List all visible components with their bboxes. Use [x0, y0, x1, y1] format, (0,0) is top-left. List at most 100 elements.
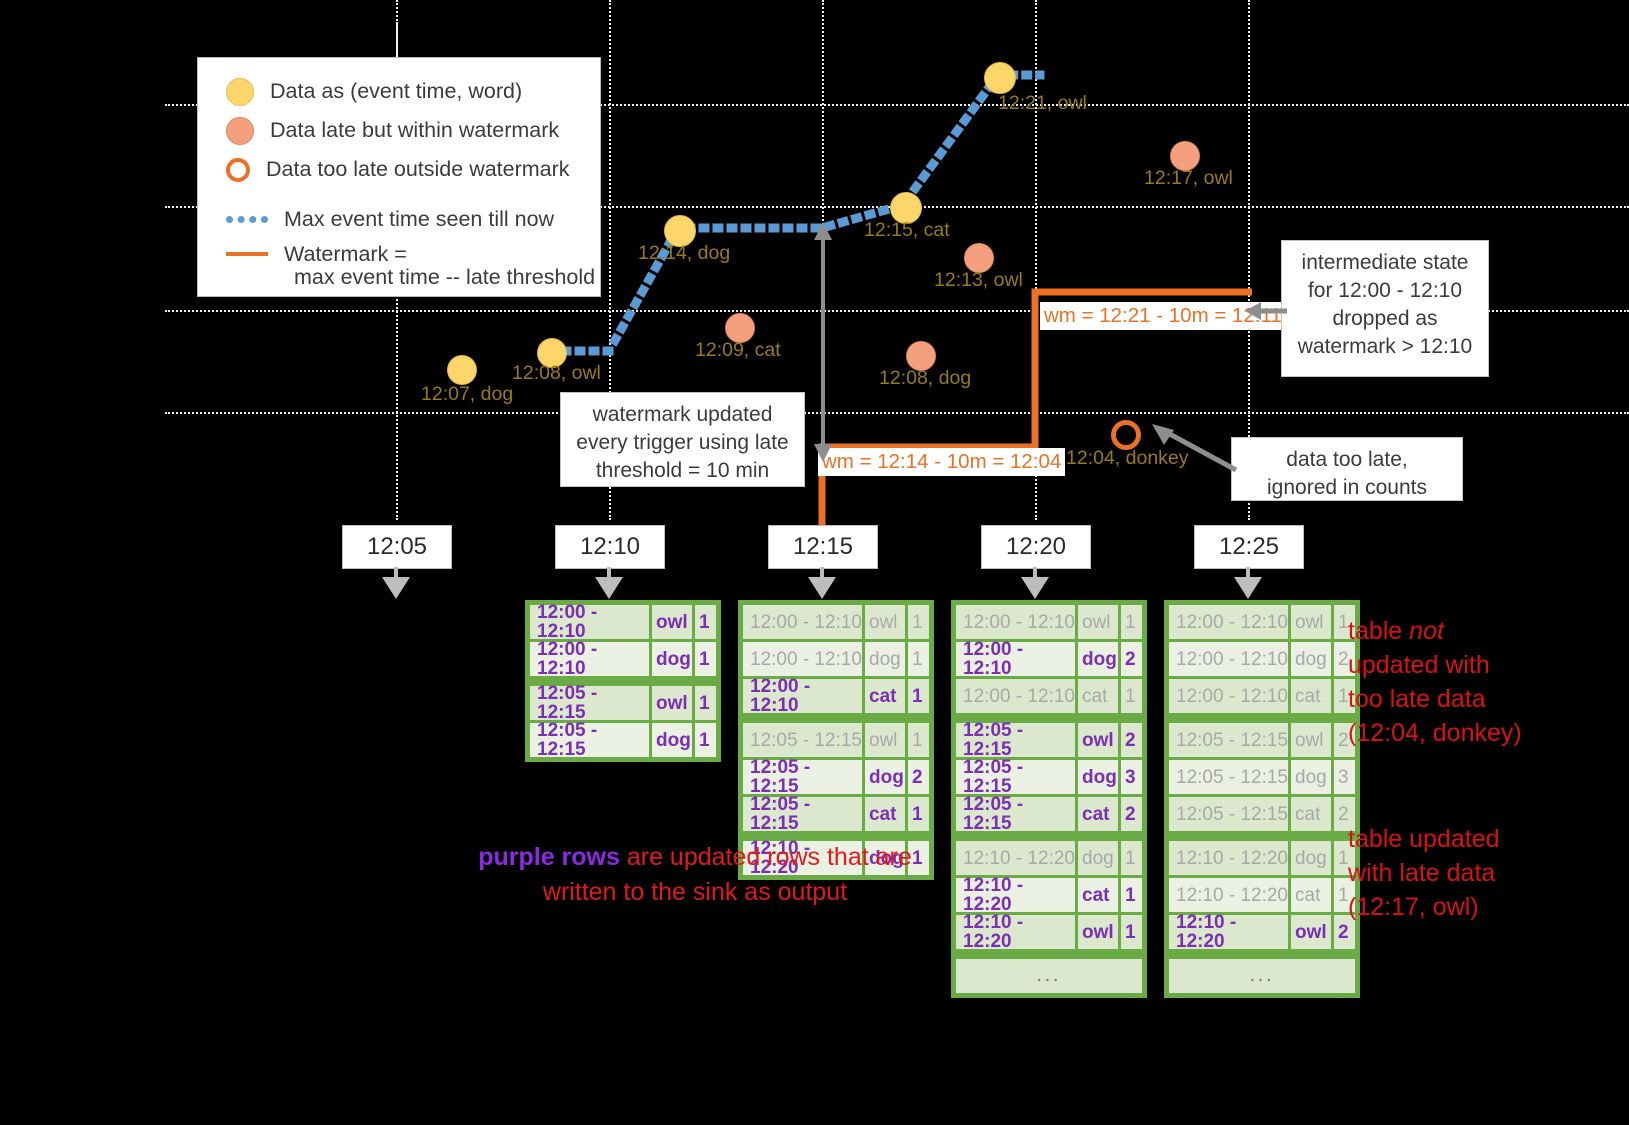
cell-count: 1	[908, 797, 929, 831]
cell-window: 12:10 - 12:20	[1169, 841, 1288, 875]
cell-window: 12:10 - 12:20	[956, 913, 1075, 951]
cell-window: 12:00 - 12:10	[1169, 605, 1288, 639]
legend-item-late: Data late but within watermark	[198, 111, 600, 150]
legend-label: Watermark =	[284, 241, 407, 266]
cell-word: owl	[652, 686, 692, 720]
cell-count: 1	[908, 679, 929, 713]
cell-count: 2	[1121, 642, 1142, 676]
table-group-separator	[743, 716, 929, 720]
table-row: 12:05 - 12:15 cat 2	[956, 795, 1142, 833]
cell-window: 12:10 - 12:20	[1169, 878, 1288, 912]
cell-window: 12:00 - 12:10	[956, 640, 1075, 678]
table-row: 12:10 - 12:20 dog 1	[743, 839, 929, 877]
table-row: 12:00 - 12:10 owl 1	[530, 603, 716, 641]
data-point-label: 12:17, owl	[1144, 167, 1233, 189]
data-point-label: 12:21, owl	[998, 92, 1087, 114]
table-row: 12:05 - 12:15 owl 2	[1169, 723, 1355, 757]
cell-window: 12:00 - 12:10	[1169, 679, 1288, 713]
table-row: 12:00 - 12:10 dog 1	[743, 642, 929, 676]
note-text-emphasis: not	[1409, 617, 1444, 645]
table-group-separator	[1169, 716, 1355, 720]
cell-count: 1	[1334, 605, 1355, 639]
trigger-time-12-10[interactable]: 12:10	[555, 525, 665, 569]
legend-label: Data as (event time, word)	[270, 79, 523, 103]
legend-label: Data too late outside watermark	[266, 157, 570, 181]
cell-count: 1	[695, 605, 716, 639]
data-point-yellow	[984, 62, 1016, 94]
trigger-time-12-05[interactable]: 12:05	[342, 525, 452, 569]
trigger-arrow	[1234, 567, 1262, 599]
cell-window: 12:05 - 12:15	[1169, 760, 1288, 794]
cell-window: 12:05 - 12:15	[530, 684, 649, 722]
trigger-arrow	[808, 567, 836, 599]
watermark-label: wm = 12:21 - 10m = 12:11	[1040, 302, 1286, 330]
table-row: 12:00 - 12:10 owl 1	[956, 605, 1142, 639]
cell-window: 12:05 - 12:15	[1169, 797, 1288, 831]
note-text-rest: updated with too late data (12:04, donke…	[1348, 651, 1522, 747]
trigger-time-12-25[interactable]: 12:25	[1194, 525, 1304, 569]
table-row: 12:05 - 12:15 owl 2	[956, 721, 1142, 759]
cell-window: 12:10 - 12:20	[956, 841, 1075, 875]
trigger-arrow	[382, 567, 410, 599]
cell-window: 12:05 - 12:15	[956, 795, 1075, 833]
callout-watermark-update: watermark updated every trigger using la…	[560, 392, 805, 487]
legend-label: Data late but within watermark	[270, 118, 560, 142]
cell-window: 12:10 - 12:20	[1169, 913, 1288, 951]
cell-window: 12:05 - 12:15	[743, 723, 862, 757]
data-point-label: 12:13, owl	[934, 269, 1023, 291]
trigger-time-12-20[interactable]: 12:20	[981, 525, 1091, 569]
trigger-arrow	[595, 567, 623, 599]
cell-window: 12:00 - 12:10	[743, 642, 862, 676]
cell-count: 1	[695, 686, 716, 720]
data-point-late	[1170, 141, 1200, 171]
table-row: 12:00 - 12:10 cat 1	[1169, 679, 1355, 713]
legend-watermark-formula: max event time -- late threshold	[294, 265, 596, 289]
data-point-yellow	[447, 355, 477, 385]
table-row: 12:10 - 12:20 cat 1	[1169, 878, 1355, 912]
legend-item-watermark: Watermark =	[198, 239, 600, 269]
cell-word: cat	[1078, 679, 1118, 713]
purple-rows-keyword: purple rows	[478, 843, 620, 871]
result-table-12-20: 12:00 - 12:10 owl 1 12:00 - 12:10 dog 2 12:00 …	[951, 600, 1147, 998]
legend-item-too-late: Data too late outside watermark	[198, 150, 600, 189]
legend-item-max-event-time: Max event time seen till now	[198, 200, 600, 239]
cell-count: 1	[1334, 841, 1355, 875]
table-group-separator	[956, 834, 1142, 838]
cell-window: 12:00 - 12:10	[530, 603, 649, 641]
trigger-arrow	[1021, 567, 1049, 599]
table-row: 12:10 - 12:20 dog 1	[956, 841, 1142, 875]
cell-count: 1	[1121, 679, 1142, 713]
cell-window: 12:05 - 12:15	[956, 758, 1075, 796]
cell-count: 3	[1334, 760, 1355, 794]
purple-rows-caption: purple rows are updated rows that are wr…	[470, 840, 920, 910]
data-point-label: 12:04, donkey	[1066, 447, 1189, 469]
result-table-12-25: 12:00 - 12:10 owl 1 12:00 - 12:10 dog 2 12:00 …	[1164, 600, 1360, 998]
result-table-12-15: 12:00 - 12:10 owl 1 12:00 - 12:10 dog 1 12:00 …	[738, 600, 934, 880]
data-point-label: 12:08, owl	[512, 362, 601, 384]
cell-word: owl	[1078, 915, 1118, 949]
data-point-late	[964, 243, 994, 273]
table-group-separator	[1169, 952, 1355, 956]
result-table-12-10: 12:00 - 12:10 owl 1 12:00 - 12:10 dog 1 12:05 …	[525, 600, 721, 762]
cell-count: 3	[1121, 760, 1142, 794]
cell-word: dog	[1291, 760, 1331, 794]
cell-count: 1	[1121, 915, 1142, 949]
legend-label: Max event time seen till now	[284, 207, 555, 231]
blue-dotted-line-icon	[226, 216, 268, 223]
cell-word: dog	[652, 723, 692, 757]
table-row: 12:00 - 12:10 dog 2	[1169, 642, 1355, 676]
cell-window: 12:10 - 12:20	[956, 876, 1075, 914]
table-group-separator	[956, 952, 1142, 956]
cell-window: 12:00 - 12:10	[530, 640, 649, 678]
gridline-vertical	[822, 0, 824, 520]
table-group-separator	[956, 716, 1142, 720]
table-row: 12:05 - 12:15 owl 1	[743, 723, 929, 757]
data-point-too-late	[1111, 420, 1141, 450]
data-point-label: 12:08, dog	[879, 367, 972, 389]
gridline-vertical-dotted-top	[396, 22, 398, 58]
table-row: 12:00 - 12:10 dog 1	[530, 640, 716, 678]
trigger-time-12-15[interactable]: 12:15	[768, 525, 878, 569]
callout-data-too-late: data too late, ignored in counts	[1231, 437, 1463, 501]
cell-count: 1	[908, 605, 929, 639]
cell-count: 1	[1334, 878, 1355, 912]
